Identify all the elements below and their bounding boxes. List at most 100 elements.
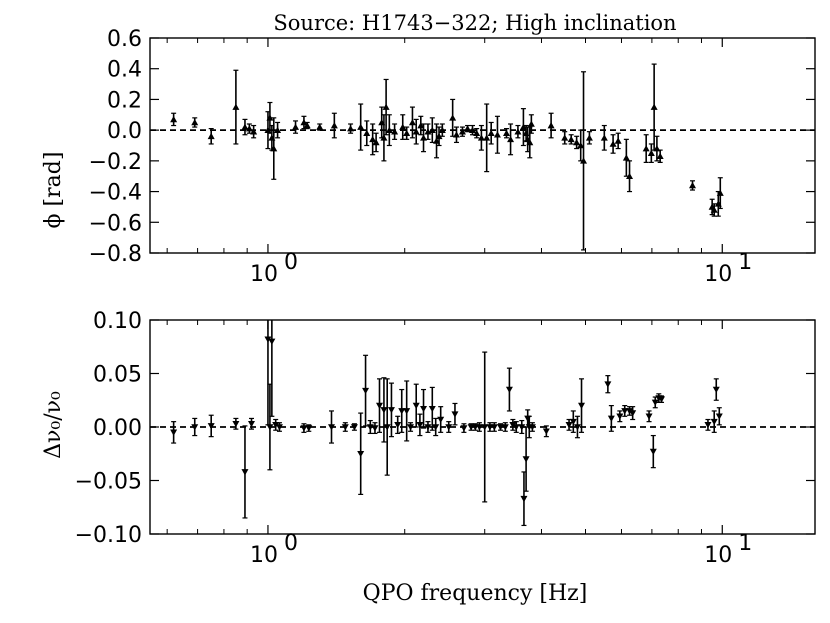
- triangle-down-marker: [573, 424, 581, 431]
- deviation-data-point: [704, 418, 712, 431]
- phase-data-point: [435, 126, 443, 147]
- triangle-down-marker: [501, 424, 509, 431]
- triangle-up-marker: [245, 125, 253, 132]
- y-tick-label: 0.2: [107, 88, 142, 113]
- x-tick-label: 10: [250, 543, 278, 568]
- phase-data-point: [330, 112, 338, 139]
- triangle-up-marker: [614, 137, 622, 144]
- phase-data-point: [403, 126, 411, 140]
- phase-data-point: [585, 131, 593, 145]
- phase-data-point: [380, 114, 388, 162]
- triangle-down-marker: [522, 456, 530, 463]
- triangle-up-marker: [369, 135, 377, 143]
- deviation-data-point: [649, 434, 657, 469]
- triangle-down-marker: [451, 411, 459, 418]
- triangle-up-marker: [385, 126, 393, 133]
- deviation-data-point: [512, 421, 520, 433]
- phase-data-point: [420, 123, 428, 153]
- deviation-data-point: [460, 423, 468, 433]
- triangle-up-marker: [292, 123, 300, 130]
- deviation-data-point: [658, 395, 666, 403]
- x-tick-label: 10: [704, 543, 732, 568]
- deviation-data-point: [490, 422, 498, 432]
- phase-data-point: [507, 123, 515, 156]
- triangle-up-marker: [382, 103, 390, 110]
- triangle-up-marker: [420, 134, 428, 141]
- deviation-data-point: [715, 407, 723, 426]
- phase-data-point: [357, 103, 365, 151]
- deviation-data-point: [416, 413, 424, 437]
- deviation-data-point: [475, 422, 483, 432]
- y-tick-label: −0.4: [89, 181, 142, 206]
- deviation-data-point: [412, 383, 420, 428]
- phase-data-point: [689, 180, 697, 191]
- triangle-down-marker: [604, 381, 612, 388]
- deviation-data-point: [362, 354, 370, 427]
- deviation-data-point: [437, 406, 445, 433]
- triangle-up-marker: [403, 129, 411, 137]
- triangle-up-marker: [527, 120, 535, 127]
- triangle-down-marker: [412, 402, 420, 410]
- deviation-data-point: [505, 367, 513, 412]
- deviation-data-point: [445, 421, 453, 433]
- phase-data-point: [207, 128, 215, 145]
- triangle-up-marker: [372, 138, 380, 146]
- deviation-data-point: [509, 418, 517, 431]
- phase-data-point: [567, 134, 575, 145]
- triangle-up-marker: [577, 142, 585, 149]
- triangle-down-marker: [704, 422, 712, 429]
- triangle-up-marker: [380, 134, 388, 141]
- phase-data-point: [514, 124, 522, 139]
- deviation-data-point: [305, 424, 313, 432]
- triangle-down-marker: [649, 448, 657, 456]
- x-tick-exponent: 1: [738, 531, 752, 556]
- phase-data-point: [561, 131, 569, 145]
- triangle-up-marker: [609, 140, 617, 147]
- triangle-up-marker: [241, 123, 249, 130]
- deviation-data-point: [191, 417, 199, 437]
- phase-data-point: [245, 123, 253, 134]
- deviation-data-point: [380, 377, 388, 443]
- deviation-data-point: [565, 418, 573, 431]
- triangle-down-marker: [407, 424, 415, 431]
- phase-data-point: [452, 126, 460, 144]
- triangle-down-marker: [371, 425, 379, 432]
- deviation-data-point: [266, 383, 274, 471]
- x-tick-exponent: 1: [738, 250, 752, 275]
- x-axis-label: QPO frequency [Hz]: [363, 581, 588, 606]
- phase-data-point: [372, 132, 380, 153]
- triangle-down-marker: [328, 424, 336, 431]
- triangle-down-marker: [232, 420, 240, 428]
- phase-data-point: [477, 124, 485, 151]
- phase-data-point: [458, 126, 466, 137]
- triangle-up-marker: [622, 154, 630, 161]
- deviation-data-point: [578, 378, 586, 433]
- triangle-up-marker: [716, 189, 724, 196]
- phase-data-point: [369, 123, 377, 156]
- triangle-up-marker: [561, 134, 569, 141]
- triangle-down-marker: [565, 422, 573, 429]
- triangle-up-marker: [526, 138, 534, 146]
- triangle-up-marker: [270, 145, 278, 152]
- deviation-data-point: [341, 422, 349, 432]
- y-tick-label: −0.6: [89, 211, 142, 236]
- phase-data-point: [502, 128, 510, 139]
- phase-plot-frame: [149, 37, 816, 254]
- phase-data-point: [303, 121, 311, 130]
- triangle-down-marker: [497, 424, 505, 431]
- y-tick-label: 0.00: [93, 416, 142, 441]
- y-tick-label: 0.4: [107, 58, 142, 83]
- triangle-down-marker: [518, 424, 526, 431]
- triangle-up-marker: [274, 126, 282, 133]
- triangle-up-marker: [438, 126, 446, 133]
- triangle-up-marker: [266, 114, 274, 121]
- phase-data-point: [600, 124, 608, 151]
- triangle-up-marker: [357, 123, 365, 130]
- triangle-down-marker: [528, 424, 536, 431]
- triangle-up-marker: [458, 128, 466, 135]
- deviation-data-point: [248, 417, 256, 430]
- phase-data-point: [464, 124, 472, 133]
- triangle-up-marker: [547, 122, 555, 129]
- deviation-data-point: [300, 423, 308, 433]
- triangle-up-marker: [567, 135, 575, 143]
